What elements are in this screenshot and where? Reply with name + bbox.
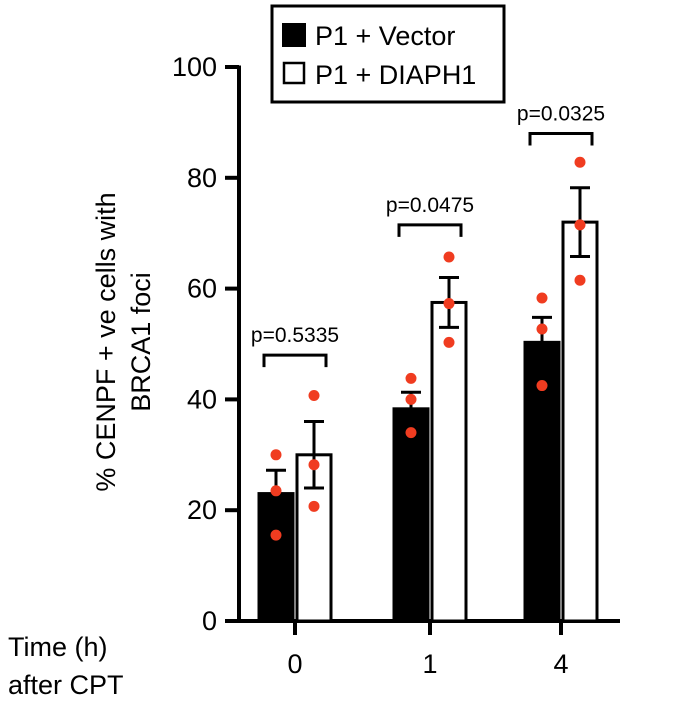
y-axis-ticks: 0 20 40 60 80 100 (172, 52, 239, 636)
bars (257, 220, 599, 623)
data-point (536, 292, 548, 304)
y-tick-label: 40 (187, 384, 217, 414)
y-tick-label: 100 (172, 52, 217, 82)
significance-bracket (262, 353, 328, 368)
data-point (574, 274, 586, 286)
data-point (536, 323, 548, 335)
x-axis-title: Time (h) after CPT (8, 632, 124, 700)
significance-brackets: p=0.5335 p=0.0475 p=0.0325 (251, 102, 605, 368)
y-tick-label: 0 (202, 606, 217, 636)
data-point (270, 449, 282, 461)
y-axis-title-line-1: % CENPF + ve cells with (91, 192, 121, 491)
p-value-label: p=0.0325 (517, 102, 605, 125)
x-tick-label: 1 (422, 649, 437, 679)
data-point (308, 459, 320, 471)
bar-diaph1 (430, 300, 468, 623)
y-tick-label: 20 (187, 495, 217, 525)
bar-vector (392, 407, 430, 623)
data-point (443, 336, 455, 348)
bar-vector (257, 492, 295, 623)
legend-box (270, 4, 506, 104)
data-point (574, 156, 586, 168)
data-point (405, 393, 417, 405)
data-points (270, 156, 586, 541)
y-axis-title-line-2: BRCA1 foci (126, 272, 156, 412)
data-point (536, 380, 548, 392)
legend-label-vector: P1 + Vector (315, 21, 455, 51)
legend: P1 + Vector P1 + DIAPH1 (270, 4, 506, 104)
significance-bracket (528, 131, 594, 146)
data-point (574, 219, 586, 231)
y-axis-title: % CENPF + ve cells with BRCA1 foci (91, 192, 156, 491)
data-point (308, 390, 320, 402)
x-tick-label: 4 (553, 649, 568, 679)
significance-bracket (397, 223, 463, 237)
p-value-label: p=0.5335 (251, 324, 339, 347)
data-point (443, 298, 455, 310)
x-tick-label: 0 (287, 649, 302, 679)
x-axis-title-line-1: Time (h) (8, 632, 108, 662)
data-point (405, 372, 417, 384)
data-point (270, 529, 282, 541)
x-axis-ticks: 0 1 4 (287, 621, 569, 679)
y-tick-label: 60 (187, 274, 217, 304)
x-axis-title-line-2: after CPT (8, 670, 124, 700)
data-point (270, 485, 282, 497)
data-point (405, 427, 417, 439)
y-tick-label: 80 (187, 163, 217, 193)
legend-swatch-vector (282, 23, 306, 47)
data-point (443, 251, 455, 263)
p-value-label: p=0.0475 (386, 194, 474, 217)
data-point (308, 500, 320, 512)
legend-label-diaph1: P1 + DIAPH1 (315, 60, 476, 90)
legend-swatch-diaph1 (282, 61, 306, 85)
